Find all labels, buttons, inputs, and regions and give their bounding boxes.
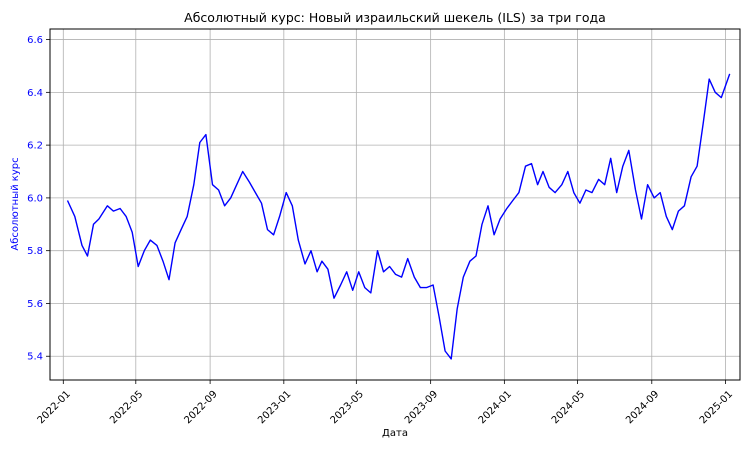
y-tick-label: 5.4 <box>27 352 43 363</box>
grid <box>50 29 740 380</box>
y-tick-label: 5.8 <box>27 246 43 257</box>
y-tick-label: 6.4 <box>27 88 43 99</box>
series-line <box>66 73 731 360</box>
x-tick-label: 2024-01 <box>477 389 514 426</box>
y-tick-label: 6.6 <box>27 35 43 46</box>
y-tick-label: 6.2 <box>27 141 43 152</box>
x-tick-label: 2022-09 <box>182 389 219 426</box>
y-axis-ticks: 5.4 5.6 5.8 6.0 6.2 6.4 6.6 <box>27 35 50 363</box>
x-tick-label: 2023-09 <box>403 389 440 426</box>
x-tick-label: 2022-01 <box>36 389 73 426</box>
x-tick-label: 2023-05 <box>329 389 366 426</box>
y-tick-label: 5.6 <box>27 299 43 310</box>
y-axis-label: Абсолютный курс <box>10 157 21 250</box>
y-tick-label: 6.0 <box>27 193 43 204</box>
x-tick-label: 2024-09 <box>624 389 661 426</box>
x-tick-label: 2022-05 <box>108 389 145 426</box>
x-tick-label: 2023-01 <box>256 389 293 426</box>
x-tick-label: 2024-05 <box>550 389 587 426</box>
x-tick-label: 2025-01 <box>698 389 735 426</box>
axes-frame <box>49 28 741 381</box>
x-axis-ticks: 2022-01 2022-05 2022-09 2023-01 2023-05 2023-… <box>36 380 735 426</box>
x-axis-label: Дата <box>382 428 408 439</box>
chart-title: Абсолютный курс: Новый израильский шекел… <box>184 10 606 25</box>
